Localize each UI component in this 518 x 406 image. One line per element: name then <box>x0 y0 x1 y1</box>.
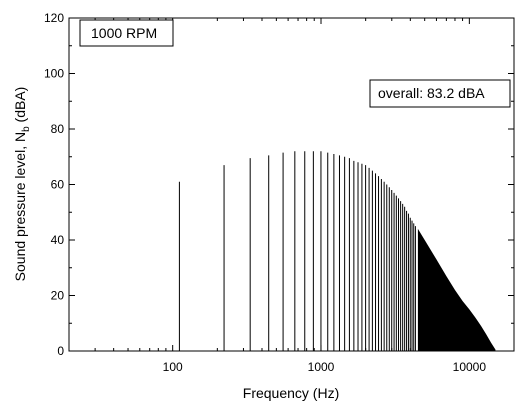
overall-label: overall: 83.2 dBA <box>378 85 485 101</box>
y-axis-title-main: Sound pressure level, N <box>12 132 28 281</box>
y-tick-label: 100 <box>44 67 64 81</box>
x-tick-label: 100 <box>163 360 183 374</box>
x-tick-label: 10000 <box>453 360 487 374</box>
y-axis-title-subscript: b <box>21 126 32 132</box>
x-tick-label: 1000 <box>308 360 335 374</box>
x-axis-title: Frequency (Hz) <box>243 385 339 401</box>
rpm-label: 1000 RPM <box>91 25 157 41</box>
y-tick-label: 120 <box>44 11 64 25</box>
x-axis: 100 1000 10000 <box>68 18 515 374</box>
rpm-label-box <box>79 19 174 47</box>
y-axis-title-unit: (dBA) <box>12 87 28 127</box>
overall-label-box <box>369 79 511 108</box>
y-tick-label: 60 <box>51 178 65 192</box>
y-tick-label: 80 <box>51 122 65 136</box>
y-axis: 0 20 40 60 80 100 120 <box>44 11 514 358</box>
dense-harmonics-envelope <box>417 228 496 351</box>
y-tick-label: 40 <box>51 233 65 247</box>
y-tick-label: 20 <box>51 289 65 303</box>
bars-group <box>178 151 416 351</box>
y-axis-title: Sound pressure level, Nb (dBA) <box>12 87 32 282</box>
y-tick-label: 0 <box>57 344 64 358</box>
